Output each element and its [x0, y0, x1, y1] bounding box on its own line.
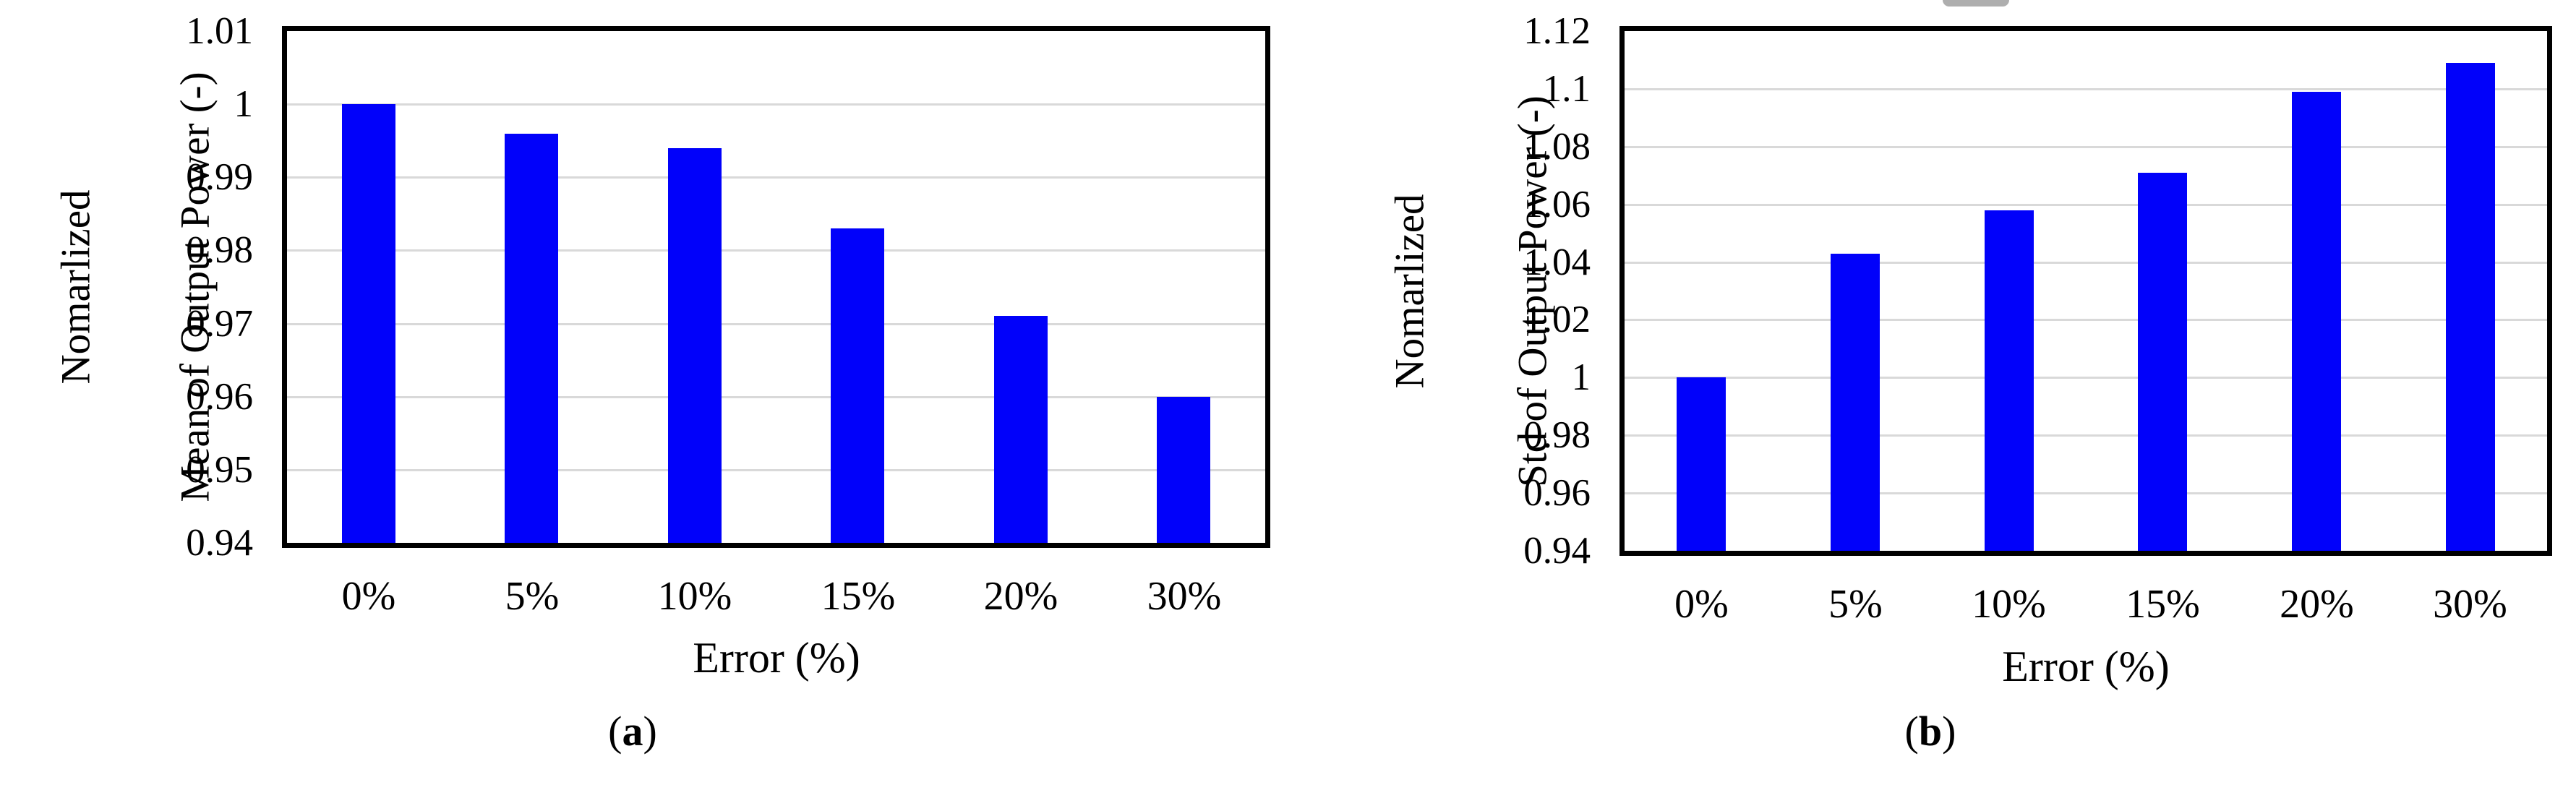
gridline-b-1.02	[1625, 319, 2547, 321]
gridline-a-0.96	[287, 396, 1265, 398]
gridline-b-1	[1625, 377, 2547, 379]
bar-0pct	[1677, 377, 1726, 551]
y-tick-label: 1.02	[1523, 299, 1591, 340]
y-tick-label: 1	[234, 83, 254, 125]
x-tick-label: 0%	[341, 574, 396, 619]
caption-letter: a	[622, 708, 643, 755]
panel-caption-a: (a)	[502, 707, 763, 755]
y-tick-label: 1	[1571, 356, 1591, 398]
caption-paren: )	[1942, 708, 1956, 755]
bar-30pct	[2446, 63, 2495, 551]
x-tick-label: 20%	[2280, 582, 2354, 627]
bar-15pct	[2138, 173, 2187, 551]
panel-caption-b: (b)	[1800, 707, 2061, 755]
y-tick-label: 1.08	[1523, 126, 1591, 168]
bar-10pct	[1985, 210, 2034, 551]
gridline-b-0.98	[1625, 434, 2547, 437]
gridline-a-0.98	[287, 249, 1265, 252]
cropped-edge-artifact	[1943, 0, 2009, 7]
x-tick-label: 5%	[1828, 582, 1883, 627]
plot-frame-a	[282, 26, 1270, 548]
y-axis-title-line1: Nomarlized	[1387, 194, 1433, 389]
gridline-b-1.04	[1625, 262, 2547, 264]
gridline-a-0.95	[287, 469, 1265, 471]
gridline-b-1.08	[1625, 146, 2547, 148]
y-tick-label: 0.94	[186, 522, 253, 564]
x-tick-label: 10%	[657, 574, 732, 619]
chart-panel-b: 1.12 1.1 1.08 1.06 1.04 1.02 1 0.98 0.96 0.94 0% 5%…	[1287, 0, 2576, 798]
bar-30pct	[1157, 397, 1210, 543]
caption-letter: b	[1918, 708, 1943, 755]
bar-5pct	[505, 134, 558, 543]
caption-paren: (	[1904, 708, 1919, 755]
x-axis-title: Error (%)	[2002, 643, 2170, 690]
gridline-a-0.97	[287, 323, 1265, 325]
bar-20pct	[2292, 92, 2341, 551]
bar-15pct	[831, 228, 884, 543]
caption-paren: (	[608, 708, 622, 755]
plot-frame-b	[1619, 26, 2552, 556]
y-axis-title-line1: Nomarlized	[53, 189, 99, 385]
x-tick-label: 30%	[2433, 582, 2507, 627]
y-axis-title-line2: Std of Output Power (-)	[1510, 95, 1556, 487]
chart-panel-a: 1.01 1 0.99 0.98 0.97 0.96 0.95 0.94 0% 5% 10% 15% 2…	[0, 0, 1287, 798]
y-tick-label: 0.96	[186, 376, 253, 418]
x-tick-label: 20%	[983, 574, 1058, 619]
y-tick-label: 0.97	[186, 303, 253, 345]
x-tick-label: 10%	[1972, 582, 2046, 627]
caption-paren: )	[643, 708, 657, 755]
x-tick-label: 15%	[2126, 582, 2200, 627]
y-tick-label: 1.06	[1523, 184, 1591, 226]
y-tick-label: 1.01	[186, 10, 253, 52]
y-tick-label: 0.98	[186, 229, 253, 271]
x-tick-label: 30%	[1147, 574, 1222, 619]
gridline-a-0.99	[287, 176, 1265, 179]
gridline-b-1.06	[1625, 204, 2547, 206]
y-tick-label: 1.04	[1523, 241, 1591, 283]
bar-10pct	[668, 148, 722, 543]
y-tick-label: 0.96	[1523, 472, 1591, 514]
y-tick-label: 1.12	[1523, 10, 1591, 52]
x-tick-label: 15%	[821, 574, 896, 619]
gridline-b-0.96	[1625, 492, 2547, 494]
bar-5pct	[1831, 254, 1880, 551]
y-tick-label: 0.94	[1523, 530, 1591, 572]
x-axis-title: Error (%)	[693, 634, 860, 682]
y-tick-label: 0.99	[186, 156, 253, 198]
gridline-b-1.1	[1625, 88, 2547, 90]
y-tick-label: 0.98	[1523, 414, 1591, 456]
bar-20pct	[994, 316, 1048, 543]
y-tick-label: 1.1	[1542, 68, 1591, 110]
x-tick-label: 0%	[1674, 582, 1729, 627]
y-axis-title-line2: Mean of Output Power (-)	[172, 72, 218, 502]
y-tick-label: 0.95	[186, 449, 253, 491]
x-tick-label: 5%	[505, 574, 560, 619]
bar-0pct	[342, 104, 395, 543]
gridline-a-1	[287, 103, 1265, 106]
